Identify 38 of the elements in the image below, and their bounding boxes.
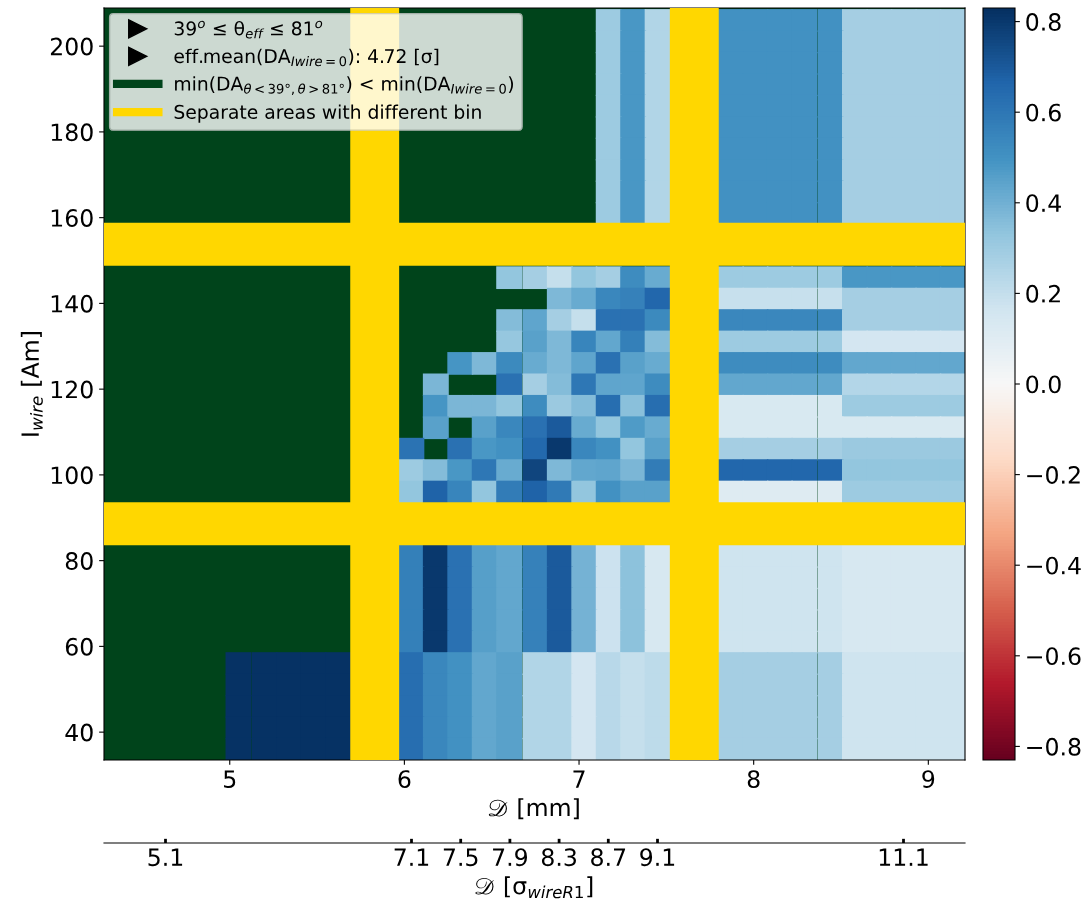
color-bar-label: −0.8 (1027, 737, 1081, 756)
color-bar-label: −0.6 (1027, 647, 1081, 666)
x-tick-label: 9 (922, 770, 935, 788)
band-label: Separate areas with different bin (174, 104, 481, 123)
x2-tick-label: 8.3 (541, 848, 576, 867)
x2-tick-label: 7.1 (394, 848, 429, 866)
y-tick-label: 80 (65, 552, 93, 570)
y-axis-title: I$_{wire}$ [Am] (20, 332, 43, 436)
color-bar-label: 0.6 (1026, 103, 1061, 122)
x-tick-label: 8 (747, 770, 760, 788)
x-tick-label: 5 (224, 770, 236, 788)
y-tick-label: 40 (65, 723, 93, 742)
x2-tick-label: 9.1 (640, 848, 675, 867)
y-tick-label: 120 (51, 380, 93, 399)
x2-tick-label: 7.5 (443, 848, 478, 867)
y-tick-label: 140 (51, 294, 93, 313)
color-bar-label: 0.8 (1026, 13, 1061, 31)
x2-axis-title: 𝒟 [σ$_{wireR1}$] (475, 876, 593, 899)
x-tick-label: 7 (573, 770, 585, 788)
color-bar-label: 0.2 (1026, 284, 1060, 303)
color-bar-label: 0.0 (1026, 375, 1061, 394)
band-label: min(DA$_{θ<39°,θ>81°}$) < min(DA$_{Iwire=0}$) (175, 76, 514, 96)
color-bar-label: −0.4 (1027, 556, 1081, 575)
color-bar-label: −0.2 (1027, 466, 1080, 484)
annotation: 39$^{o}$ ≤ θ$_{eff}$ ≤ 81$^{o}$ (174, 20, 323, 39)
x2-tick-label: 7.9 (493, 848, 528, 867)
x2-tick-label: 11.1 (879, 848, 928, 866)
y-tick-label: 180 (51, 123, 93, 142)
x-tick-label: 6 (398, 770, 411, 788)
x2-tick-label: 5.1 (148, 848, 183, 867)
x2-tick-label: 8.7 (591, 848, 626, 867)
x-axis-title: 𝒟 [mm] (488, 798, 579, 820)
color-bar-label: 0.4 (1026, 194, 1061, 213)
y-tick-label: 100 (51, 466, 93, 485)
y-tick-label: 200 (50, 37, 93, 56)
y-tick-label: 160 (51, 209, 93, 227)
annotation: eff.mean(DA$_{Iwire=0}$): 4.72 [σ] (174, 48, 439, 67)
y-tick-label: 60 (65, 637, 93, 656)
